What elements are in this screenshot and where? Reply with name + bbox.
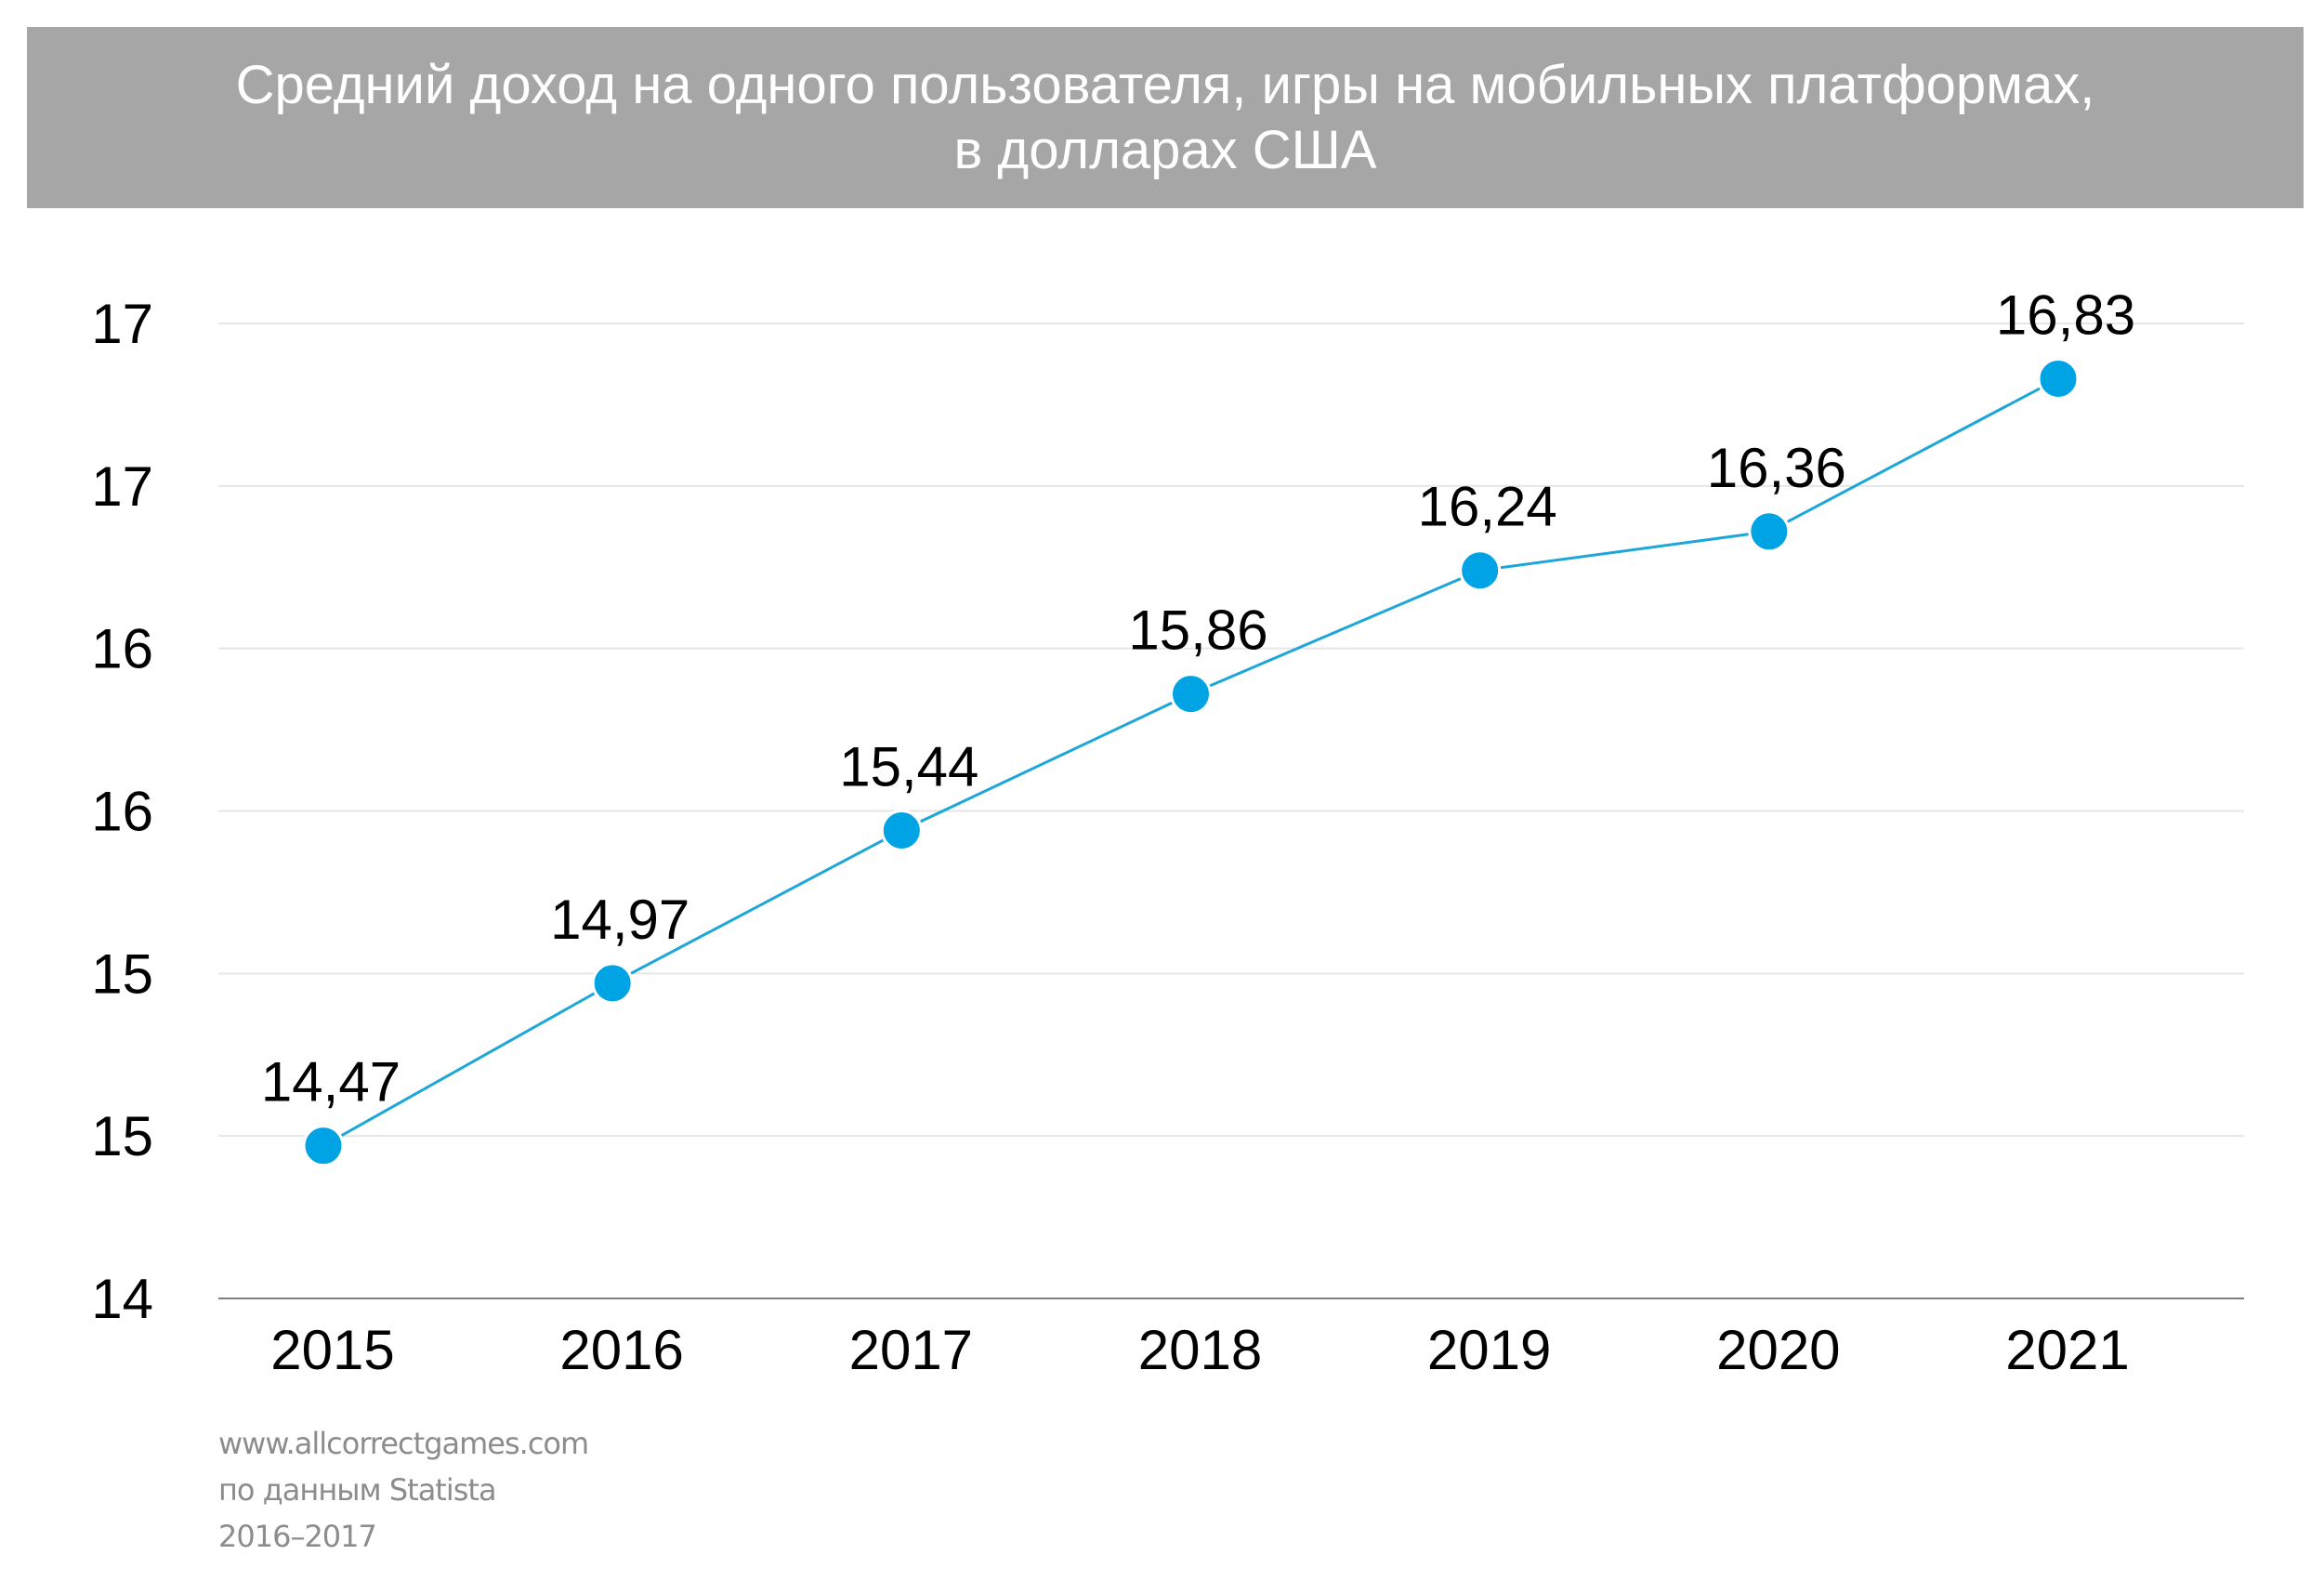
series-arpu — [302, 357, 2080, 1167]
chart-title-bar: Средний доход на одного пользователя, иг… — [27, 27, 2304, 208]
data-point-2017 — [880, 809, 923, 851]
x-tick-label-2016: 2016 — [559, 1319, 683, 1381]
x-tick-label-2019: 2019 — [1427, 1319, 1551, 1381]
y-tick-label-4: 16 — [91, 618, 153, 680]
y-tick-label-2: 15 — [91, 942, 153, 1005]
y-axis-tick-labels: 14 15 15 16 16 17 17 — [91, 293, 153, 1330]
data-point-2016 — [591, 962, 634, 1005]
data-label-2018: 15,86 — [1128, 599, 1267, 662]
data-point-2015 — [302, 1125, 345, 1167]
source-note: по данным Statista — [218, 1472, 497, 1508]
y-tick-label-5: 17 — [91, 455, 153, 518]
y-tick-label-1: 15 — [91, 1105, 153, 1167]
grid-lines — [218, 323, 2244, 1138]
data-point-2018 — [1170, 673, 1212, 716]
data-label-2017: 15,44 — [839, 735, 978, 797]
data-label-2019: 16,24 — [1418, 476, 1557, 538]
x-tick-label-2015: 2015 — [270, 1319, 394, 1381]
x-tick-label-2021: 2021 — [2005, 1319, 2129, 1381]
data-label-2015: 14,47 — [261, 1051, 400, 1113]
y-tick-label-3: 16 — [91, 781, 153, 843]
source-footer: www.allcorrectgames.com по данным Statis… — [218, 1420, 589, 1560]
chart-title-line-1: Средний доход на одного пользователя, иг… — [235, 54, 2095, 115]
x-tick-label-2017: 2017 — [849, 1319, 973, 1381]
x-axis-tick-labels: 2015 2016 2017 2018 2019 2020 2021 — [270, 1319, 2129, 1381]
x-tick-label-2018: 2018 — [1138, 1319, 1262, 1381]
chart-title-line-2: в долларах США — [953, 119, 1377, 180]
data-label-2021: 16,83 — [1996, 283, 2135, 346]
y-tick-label-6: 17 — [91, 293, 153, 355]
data-point-2020 — [1748, 510, 1791, 553]
data-label-2020: 16,36 — [1707, 437, 1846, 499]
y-tick-label-0: 14 — [91, 1268, 153, 1330]
data-labels: 14,47 14,97 15,44 15,86 16,24 16,36 16,83 — [261, 283, 2135, 1113]
source-website: www.allcorrectgames.com — [218, 1426, 589, 1461]
data-point-2021 — [2037, 357, 2080, 400]
data-point-2019 — [1459, 549, 1502, 592]
source-years: 2016–2017 — [218, 1519, 377, 1554]
x-tick-label-2020: 2020 — [1716, 1319, 1840, 1381]
data-label-2016: 14,97 — [550, 889, 689, 951]
